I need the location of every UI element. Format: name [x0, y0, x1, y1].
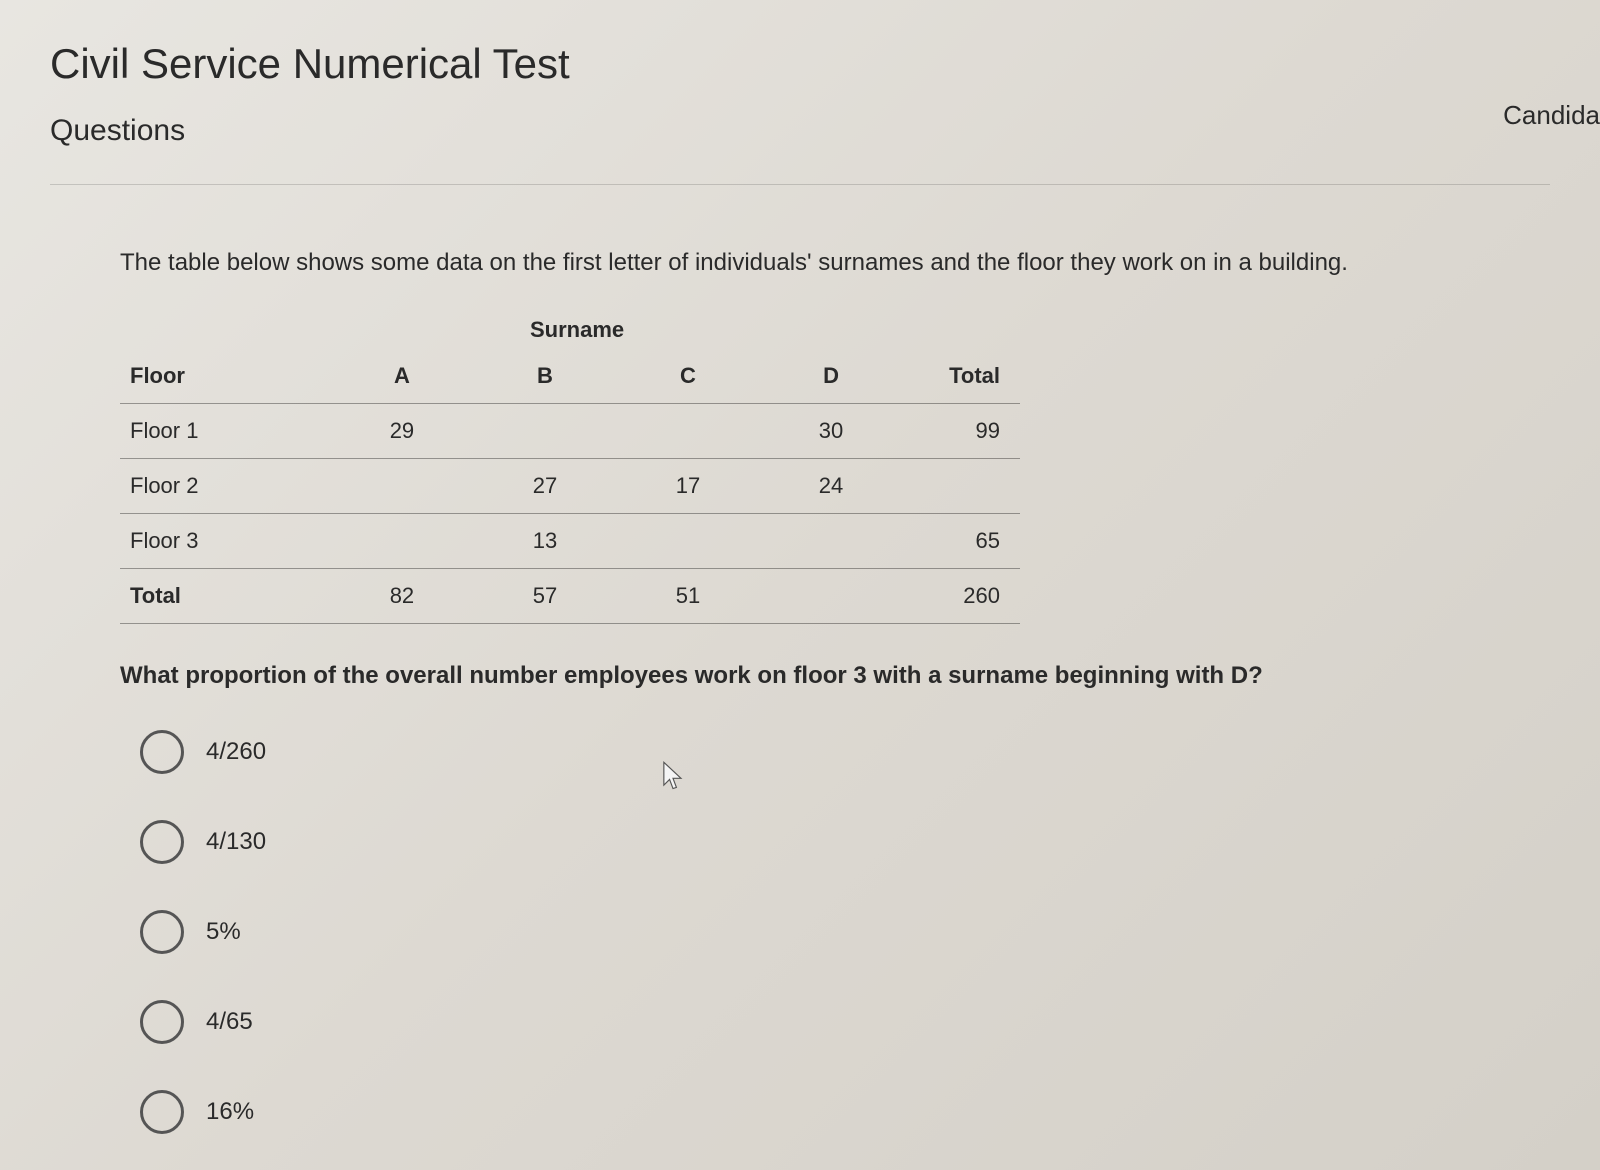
- intro-text: The table below shows some data on the f…: [120, 245, 1480, 281]
- page-header: Civil Service Numerical Test Questions C…: [0, 0, 1600, 205]
- cell: 17: [616, 459, 759, 514]
- row-label: Floor 1: [120, 404, 330, 459]
- mouse-cursor-icon: [660, 760, 686, 797]
- radio-icon[interactable]: [140, 730, 184, 774]
- answer-option[interactable]: 4/260: [140, 730, 1480, 774]
- answer-options: 4/260 4/130 5% 4/65 16%: [120, 730, 1480, 1134]
- col-header-floor: Floor: [120, 349, 330, 404]
- answer-option[interactable]: 5%: [140, 910, 1480, 954]
- option-label: 4/260: [206, 738, 266, 766]
- col-header-a: A: [330, 349, 473, 404]
- col-header-total: Total: [903, 349, 1020, 404]
- radio-icon[interactable]: [140, 1090, 184, 1134]
- cell: [473, 404, 616, 459]
- cell: 24: [760, 459, 903, 514]
- radio-icon[interactable]: [140, 820, 184, 864]
- option-label: 5%: [206, 918, 241, 946]
- cell: 27: [473, 459, 616, 514]
- option-label: 4/65: [206, 1008, 253, 1036]
- answer-option[interactable]: 16%: [140, 1090, 1480, 1134]
- page-subtitle: Questions: [50, 114, 1550, 148]
- data-table-wrap: Surname Floor A B C D Total Floor 1 29: [120, 317, 1020, 624]
- col-header-c: C: [616, 349, 759, 404]
- cell: [330, 459, 473, 514]
- question-text: What proportion of the overall number em…: [120, 658, 1480, 694]
- cell-total: 260: [903, 569, 1020, 624]
- cell: [616, 404, 759, 459]
- cell: 57: [473, 569, 616, 624]
- data-table: Floor A B C D Total Floor 1 29 30 99: [120, 349, 1020, 624]
- col-header-d: D: [760, 349, 903, 404]
- col-header-b: B: [473, 349, 616, 404]
- page-title: Civil Service Numerical Test: [50, 40, 1550, 88]
- cell: [616, 514, 759, 569]
- row-label: Floor 2: [120, 459, 330, 514]
- table-row: Floor 2 27 17 24: [120, 459, 1020, 514]
- cell: 51: [616, 569, 759, 624]
- cell-total: 99: [903, 404, 1020, 459]
- row-label: Floor 3: [120, 514, 330, 569]
- table-header-row: Floor A B C D Total: [120, 349, 1020, 404]
- cell: 29: [330, 404, 473, 459]
- question-content: The table below shows some data on the f…: [0, 205, 1600, 1134]
- option-label: 16%: [206, 1098, 254, 1126]
- table-row: Floor 3 13 65: [120, 514, 1020, 569]
- row-label: Total: [120, 569, 330, 624]
- candidate-label: Candida: [1503, 100, 1600, 131]
- cell: [330, 514, 473, 569]
- table-row: Total 82 57 51 260: [120, 569, 1020, 624]
- cell: 13: [473, 514, 616, 569]
- answer-option[interactable]: 4/65: [140, 1000, 1480, 1044]
- radio-icon[interactable]: [140, 910, 184, 954]
- cell: [760, 569, 903, 624]
- header-divider: [50, 184, 1550, 185]
- radio-icon[interactable]: [140, 1000, 184, 1044]
- table-row: Floor 1 29 30 99: [120, 404, 1020, 459]
- cell: 82: [330, 569, 473, 624]
- option-label: 4/130: [206, 828, 266, 856]
- answer-option[interactable]: 4/130: [140, 820, 1480, 864]
- table-group-header: Surname: [120, 317, 1020, 349]
- cell-total: [903, 459, 1020, 514]
- cell-total: 65: [903, 514, 1020, 569]
- cell: [760, 514, 903, 569]
- cell: 30: [760, 404, 903, 459]
